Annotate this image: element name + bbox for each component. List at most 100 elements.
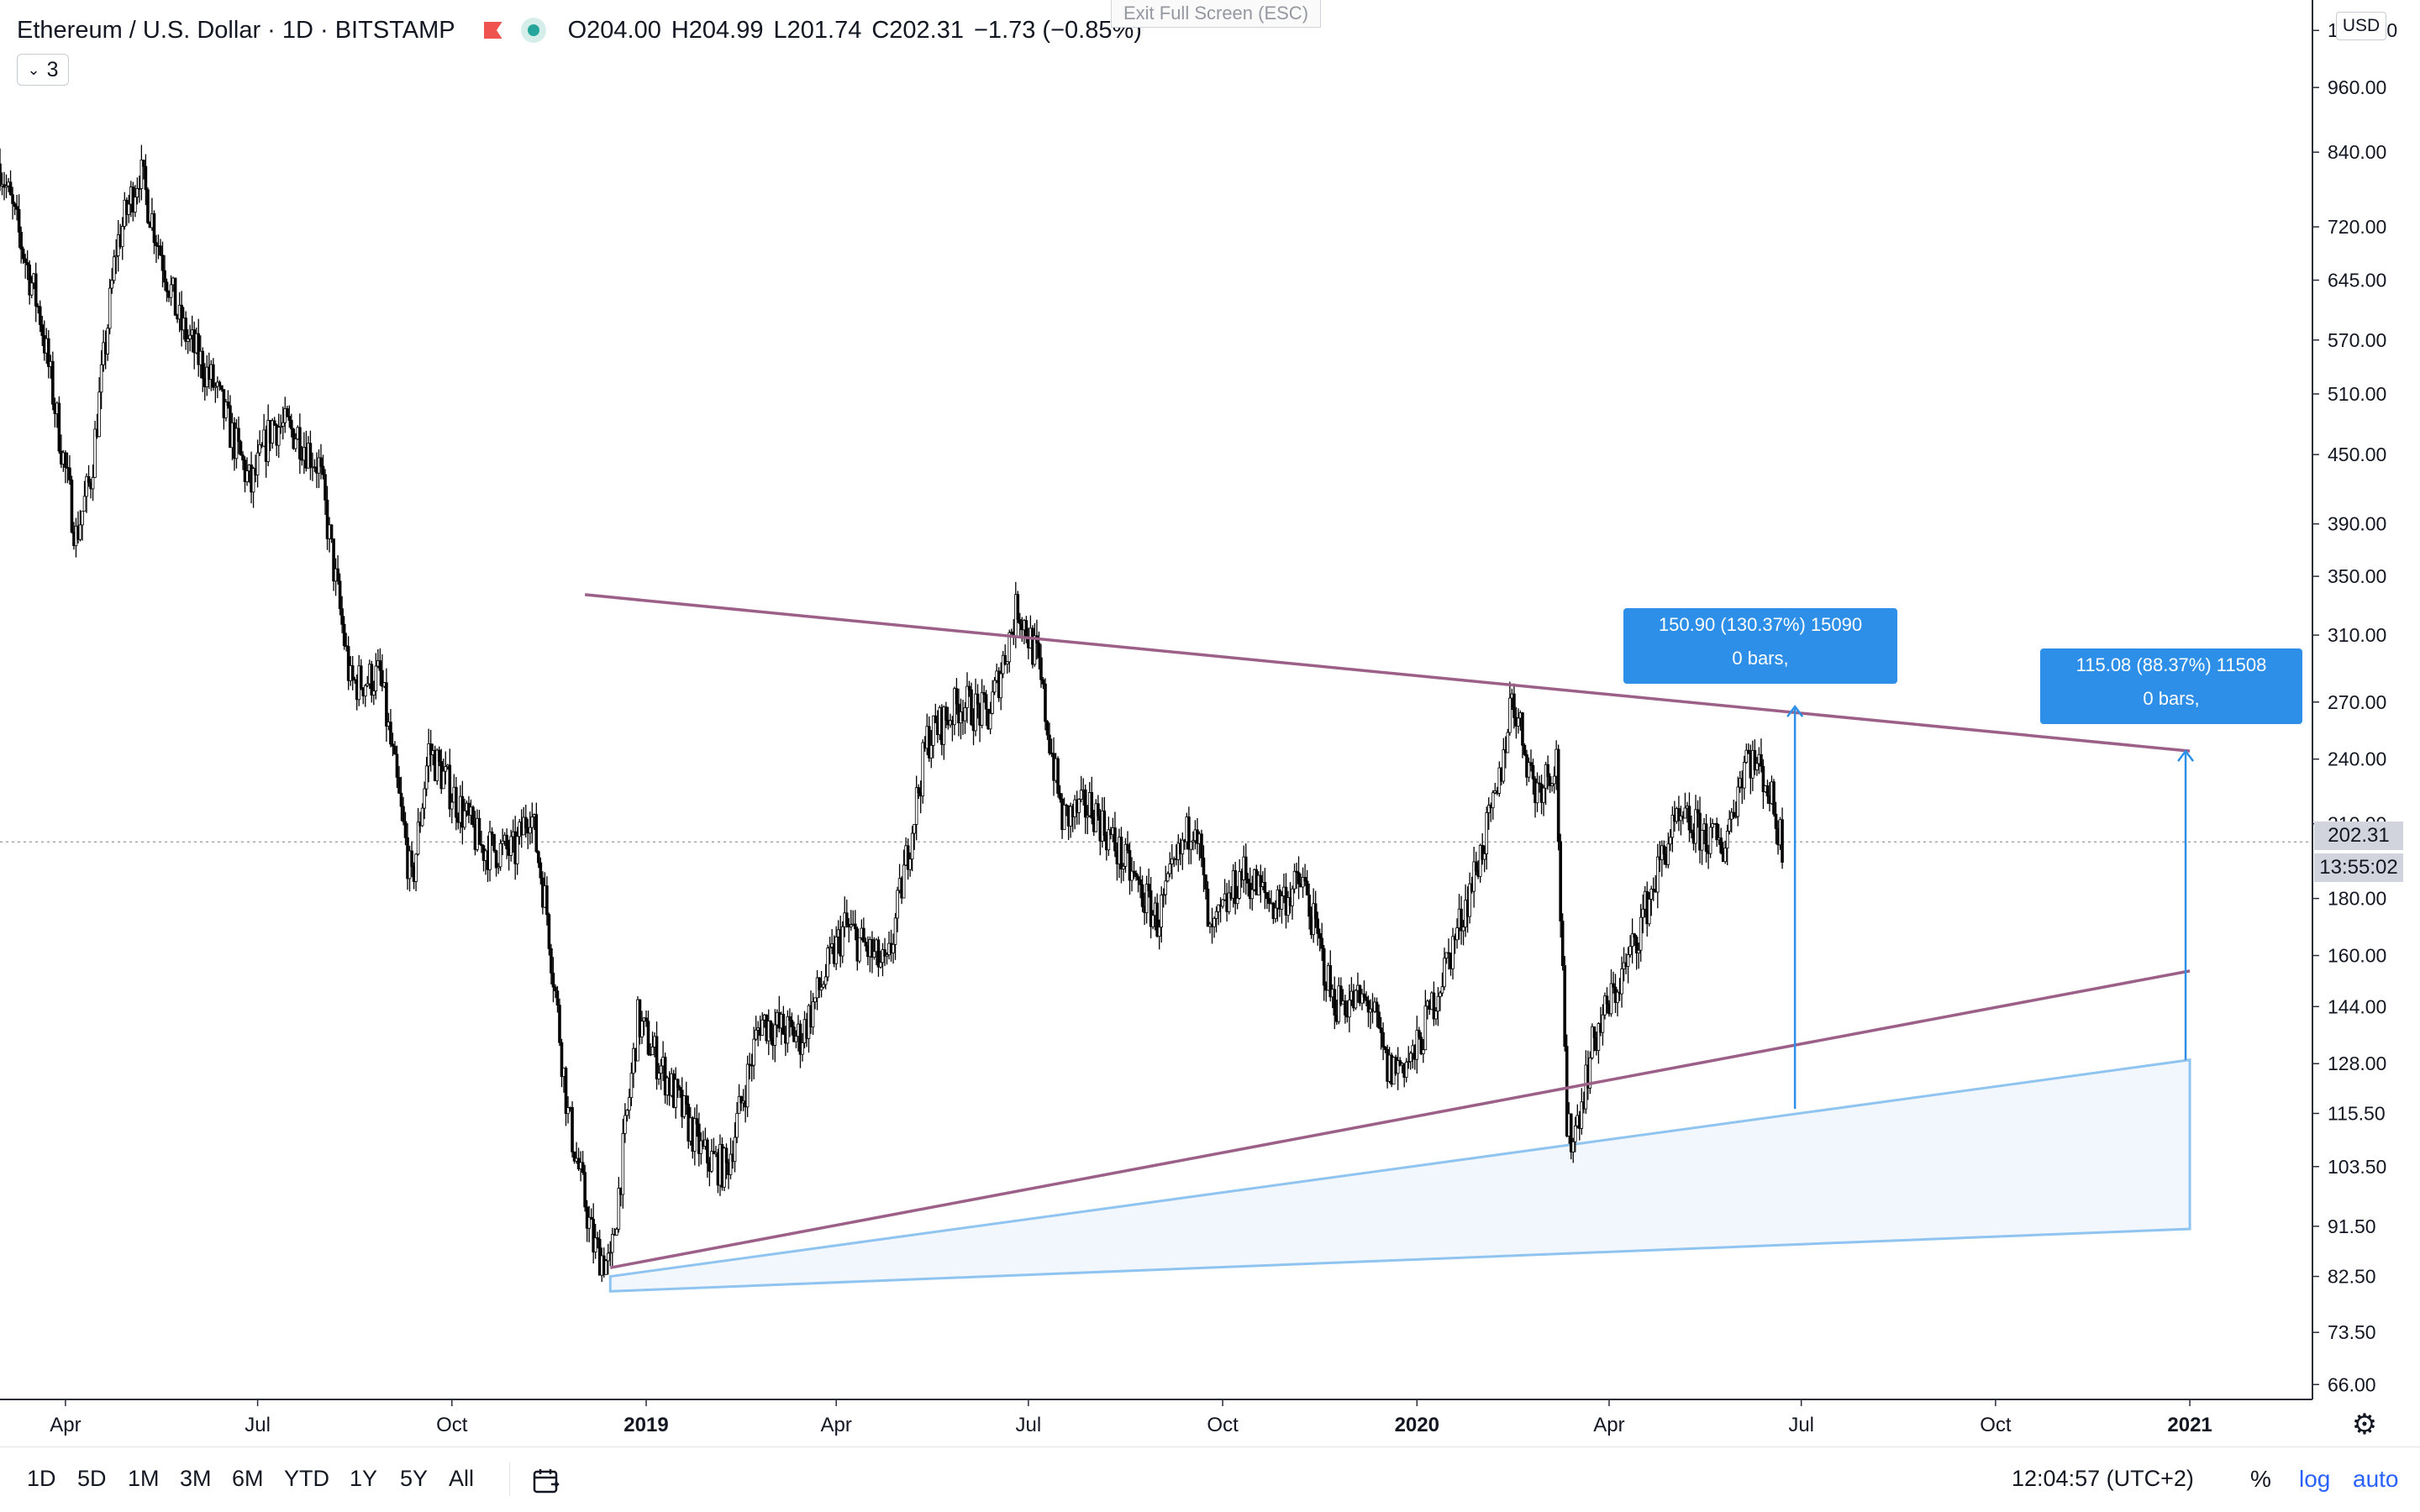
candle-body (1321, 938, 1323, 948)
candle-body (1650, 889, 1653, 899)
candle-body (351, 665, 354, 679)
candle[interactable] (1057, 756, 1060, 797)
range-1m-button[interactable]: 1M (128, 1466, 160, 1492)
candle-body (246, 471, 249, 482)
candle-body (1523, 745, 1526, 754)
candle-body (1773, 782, 1776, 814)
candle-body (155, 243, 158, 246)
range-1d-button[interactable]: 1D (27, 1466, 56, 1492)
range-ytd-button[interactable]: YTD (284, 1466, 329, 1492)
timezone-clock[interactable]: 12:04:57 (UTC+2) (2012, 1466, 2194, 1492)
candle[interactable] (1564, 956, 1566, 1052)
range-5d-button[interactable]: 5D (77, 1466, 107, 1492)
symbol-title[interactable]: Ethereum / U.S. Dollar · 1D · BITSTAMP (17, 17, 455, 45)
candle-body (539, 863, 542, 878)
candle-body (22, 249, 24, 260)
range-5y-button[interactable]: 5Y (400, 1466, 428, 1492)
candle[interactable] (493, 834, 496, 853)
candle-body (1152, 916, 1155, 927)
candle-body (0, 164, 1, 186)
candle-body (971, 690, 973, 725)
measure-label-2-value: 115.08 (88.37%) 11508 (2040, 648, 2302, 682)
range-3m-button[interactable]: 3M (180, 1466, 212, 1492)
candle[interactable] (174, 278, 176, 316)
candle-body (1441, 987, 1444, 993)
candle-body (820, 987, 823, 990)
candle-body (913, 824, 916, 833)
candle-body (286, 408, 288, 416)
price-tick-label: 510.00 (2328, 383, 2386, 405)
currency-button[interactable]: USD (2336, 12, 2386, 40)
percent-scale-button[interactable]: % (2250, 1466, 2271, 1493)
indicators-toggle-button[interactable]: ⌄ 3 (17, 54, 69, 86)
log-scale-button[interactable]: log (2299, 1466, 2330, 1493)
candle-body (1743, 763, 1745, 789)
candle-body (450, 802, 453, 809)
candle-body (1724, 848, 1727, 862)
candle-body (1667, 844, 1670, 865)
candle-body (581, 1163, 584, 1173)
candle-body (294, 439, 297, 449)
candle-body (862, 928, 865, 942)
candle[interactable] (1773, 779, 1776, 816)
candle-body (985, 695, 987, 709)
candle-body (108, 288, 111, 328)
candle-body (1684, 808, 1686, 818)
candle[interactable] (605, 1259, 608, 1275)
candle-body (611, 1234, 613, 1252)
candle-body (1728, 819, 1731, 831)
candle-body (1409, 1053, 1412, 1062)
candle-body (322, 466, 324, 475)
candle[interactable] (472, 806, 475, 828)
exit-fullscreen-button[interactable]: Exit Full Screen (ESC) (1111, 0, 1321, 28)
candle-body (41, 325, 44, 336)
candle-body (1306, 881, 1308, 895)
candle[interactable] (71, 475, 73, 533)
candle-body (858, 937, 860, 961)
candle[interactable] (827, 945, 829, 982)
candle[interactable] (147, 187, 150, 224)
candle[interactable] (1355, 990, 1357, 1011)
candle-body (1508, 698, 1511, 732)
candle[interactable] (858, 937, 860, 963)
candle[interactable] (571, 1101, 574, 1158)
flag-icon[interactable] (484, 22, 502, 39)
candle[interactable] (922, 739, 924, 804)
candle[interactable] (499, 839, 502, 871)
candle[interactable] (58, 396, 60, 454)
candle[interactable] (239, 440, 242, 456)
candle[interactable] (1017, 591, 1019, 623)
candle-body (1205, 875, 1207, 890)
chart-settings-gear-icon[interactable]: ⚙ (2348, 1408, 2381, 1441)
candle-body (1663, 846, 1665, 854)
candle-body (121, 227, 124, 247)
candle-body (873, 952, 876, 958)
candle-body (880, 963, 882, 967)
candle[interactable] (559, 999, 561, 1046)
range-1y-button[interactable]: 1Y (350, 1466, 377, 1492)
candle-body (854, 924, 856, 929)
range-6m-button[interactable]: 6M (232, 1466, 264, 1492)
candle-body (1561, 921, 1564, 965)
candle-body (134, 197, 136, 213)
candle-body (39, 307, 41, 325)
range-all-button[interactable]: All (449, 1466, 474, 1492)
auto-scale-button[interactable]: auto (2353, 1466, 2399, 1493)
candle-body (1462, 927, 1465, 932)
candle[interactable] (1557, 744, 1560, 850)
go-to-date-calendar-icon[interactable] (533, 1467, 563, 1494)
measure-label-2[interactable]: 115.08 (88.37%) 11508 0 bars, (2040, 648, 2302, 724)
candle-body (100, 365, 103, 392)
candle-body (239, 442, 242, 455)
candle-body (371, 664, 373, 696)
candle-body (1486, 812, 1488, 853)
candle[interactable] (1561, 913, 1564, 970)
candle-body (1169, 864, 1171, 874)
candle-body (1084, 790, 1086, 817)
candle-body (1355, 990, 1357, 1008)
candle-body (865, 942, 867, 947)
candle-body (736, 1113, 739, 1137)
measure-label-1[interactable]: 150.90 (130.37%) 15090 0 bars, (1623, 608, 1897, 684)
candle-body (1308, 895, 1311, 916)
time-tick-label: 2020 (1395, 1414, 1439, 1436)
